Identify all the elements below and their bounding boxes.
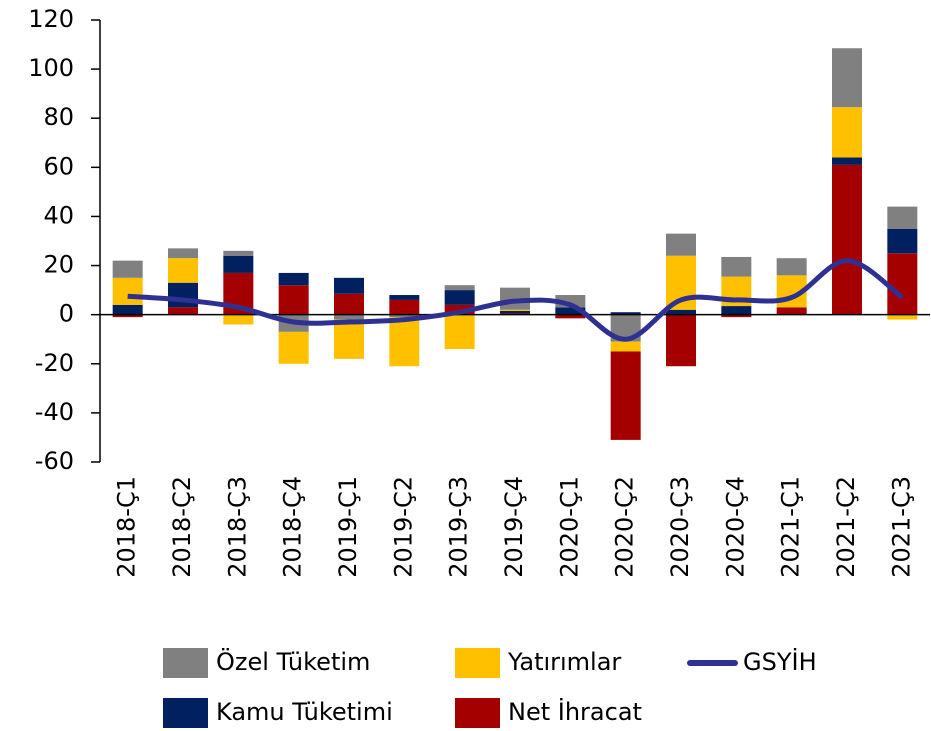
- bar-segment: [112, 277, 143, 305]
- x-tick-label: 2020-Ç2: [611, 476, 639, 578]
- legend-swatch: [455, 698, 500, 728]
- bar-segment: [610, 341, 641, 352]
- legend-label: Kamu Tüketimi: [216, 698, 393, 726]
- bar-segment: [887, 228, 918, 254]
- bar-segment: [555, 314, 586, 319]
- legend-swatch: [163, 648, 208, 678]
- legend-swatch: [455, 648, 500, 678]
- bar-segment: [112, 304, 143, 315]
- y-tick-label: -20: [35, 349, 74, 377]
- bar-segment: [223, 314, 254, 325]
- legend-label: Özel Tüketim: [216, 647, 370, 676]
- bar-segment: [334, 277, 364, 294]
- x-tick-label: 2020-Ç3: [666, 476, 694, 578]
- bar-segment: [610, 312, 641, 315]
- y-tick-label: 60: [43, 152, 74, 180]
- bar-segment: [112, 314, 143, 318]
- bar-segment: [168, 282, 198, 308]
- bar-segment: [389, 317, 420, 367]
- bar-segment: [666, 314, 696, 367]
- x-tick-label: 2019-Ç3: [445, 476, 473, 578]
- bar-segment: [444, 290, 475, 305]
- legend-label: Yatırımlar: [507, 648, 621, 676]
- bar-segment: [832, 164, 862, 315]
- x-tick-label: 2020-Ç1: [555, 476, 583, 578]
- bar-segment: [278, 285, 309, 315]
- x-tick-label: 2018-Ç4: [279, 476, 307, 578]
- y-tick-label: 0: [59, 300, 74, 328]
- x-tick-label: 2020-Ç4: [721, 476, 749, 578]
- x-tick-label: 2021-Ç1: [777, 476, 805, 578]
- bar-segment: [832, 107, 862, 158]
- bar-segment: [500, 310, 530, 314]
- bar-segment: [832, 157, 862, 165]
- bar-segment: [334, 293, 364, 315]
- bar-segment: [168, 248, 198, 259]
- y-tick-label: -40: [35, 398, 74, 426]
- x-tick-label: 2018-Ç3: [223, 476, 251, 578]
- bar-segment: [887, 206, 918, 229]
- bar-segment: [334, 319, 364, 359]
- bar-segment: [887, 314, 918, 320]
- x-tick-label: 2019-Ç1: [334, 476, 362, 578]
- x-tick-label: 2019-Ç2: [389, 476, 417, 578]
- legend-label: Net İhracat: [508, 697, 642, 726]
- bar-segment: [666, 309, 696, 315]
- bar-segment: [832, 48, 862, 108]
- bar-segment: [776, 258, 807, 276]
- y-tick-label: 100: [28, 54, 74, 82]
- y-tick-label: 120: [28, 5, 74, 33]
- x-tick-label: 2019-Ç4: [500, 476, 528, 578]
- bar-segment: [112, 260, 143, 278]
- bar-segment: [389, 299, 420, 315]
- bar-segment: [721, 306, 752, 315]
- bar-segment: [721, 256, 752, 277]
- bar-segment: [666, 233, 696, 256]
- bar-segment: [721, 314, 752, 318]
- bar-segment: [278, 331, 309, 364]
- bar-segment: [389, 314, 420, 318]
- bar-segment: [278, 272, 309, 286]
- y-tick-label: 40: [43, 201, 74, 229]
- bar-segment: [887, 253, 918, 315]
- bar-segment: [168, 258, 198, 283]
- bar-segment: [610, 351, 641, 440]
- bar-segment: [223, 250, 254, 256]
- bar-segment: [389, 295, 420, 300]
- bar-segment: [444, 314, 475, 350]
- legend-label: GSYİH: [743, 647, 817, 676]
- legend-swatch: [163, 698, 208, 728]
- bar-segment: [223, 255, 254, 273]
- line-series: [127, 258, 904, 342]
- y-tick-label: -60: [35, 447, 74, 475]
- x-tick-label: 2018-Ç1: [113, 476, 141, 578]
- bar-segment: [334, 314, 364, 320]
- bar-segment: [444, 285, 475, 291]
- y-tick-label: 20: [43, 251, 74, 279]
- bar-segment: [500, 309, 530, 311]
- bar-segment: [776, 307, 807, 315]
- bar-segment: [168, 307, 198, 315]
- x-tick-label: 2018-Ç2: [168, 476, 196, 578]
- x-tick-label: 2021-Ç2: [832, 476, 860, 578]
- y-tick-label: 80: [43, 103, 74, 131]
- bar-segment: [555, 307, 586, 315]
- x-tick-label: 2021-Ç3: [887, 476, 915, 578]
